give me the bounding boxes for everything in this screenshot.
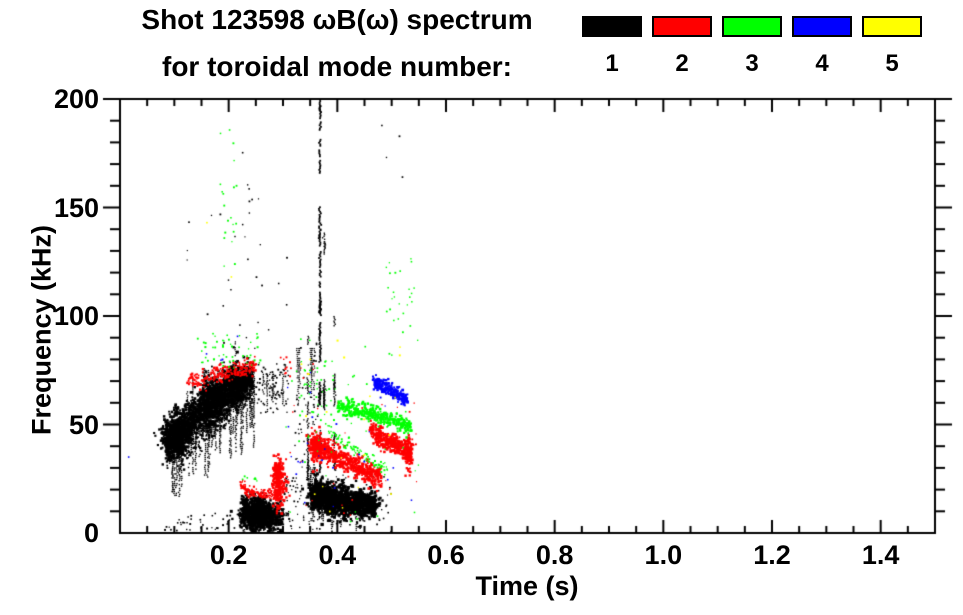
x-tick-label: 1.0 [644,540,683,570]
legend-label-5: 5 [885,50,899,77]
chart-subtitle: for toroidal mode number: [162,51,512,82]
legend-item-5: 5 [862,16,922,76]
chart-title: Shot 123598 ωB(ω) spectrum [141,4,533,35]
y-tick-label: 0 [83,518,99,548]
x-tick-label: 1.4 [861,540,900,570]
x-tick-label: 1.2 [753,540,791,570]
legend-swatch-2 [652,16,712,37]
legend-item-4: 4 [792,16,852,76]
y-axis-label: Frequency (kHz) [26,224,57,436]
legend-label-4: 4 [815,50,829,77]
legend-item-2: 2 [652,16,712,76]
legend-swatch-3 [722,16,782,37]
legend-swatch-4 [792,16,852,37]
legend-label-3: 3 [745,50,759,77]
x-tick-label: 0.6 [427,540,465,570]
y-tick-label: 50 [68,409,99,440]
legend-swatch-5 [862,16,922,37]
legend-label-2: 2 [675,50,689,77]
legend-item-1: 1 [582,16,642,76]
x-tick-label: 0.2 [209,540,248,570]
x-tick-label: 0.8 [535,540,574,570]
x-tick-label: 0.4 [318,540,357,570]
y-tick-label: 150 [53,192,99,223]
y-tick-label: 200 [53,84,99,114]
y-tick-label: 100 [53,301,99,331]
mode-legend: 1 2 3 4 5 [582,16,922,76]
x-axis-label: Time (s) [475,571,579,601]
legend-label-1: 1 [605,50,619,77]
legend-swatch-1 [582,16,642,37]
legend-item-3: 3 [722,16,782,76]
